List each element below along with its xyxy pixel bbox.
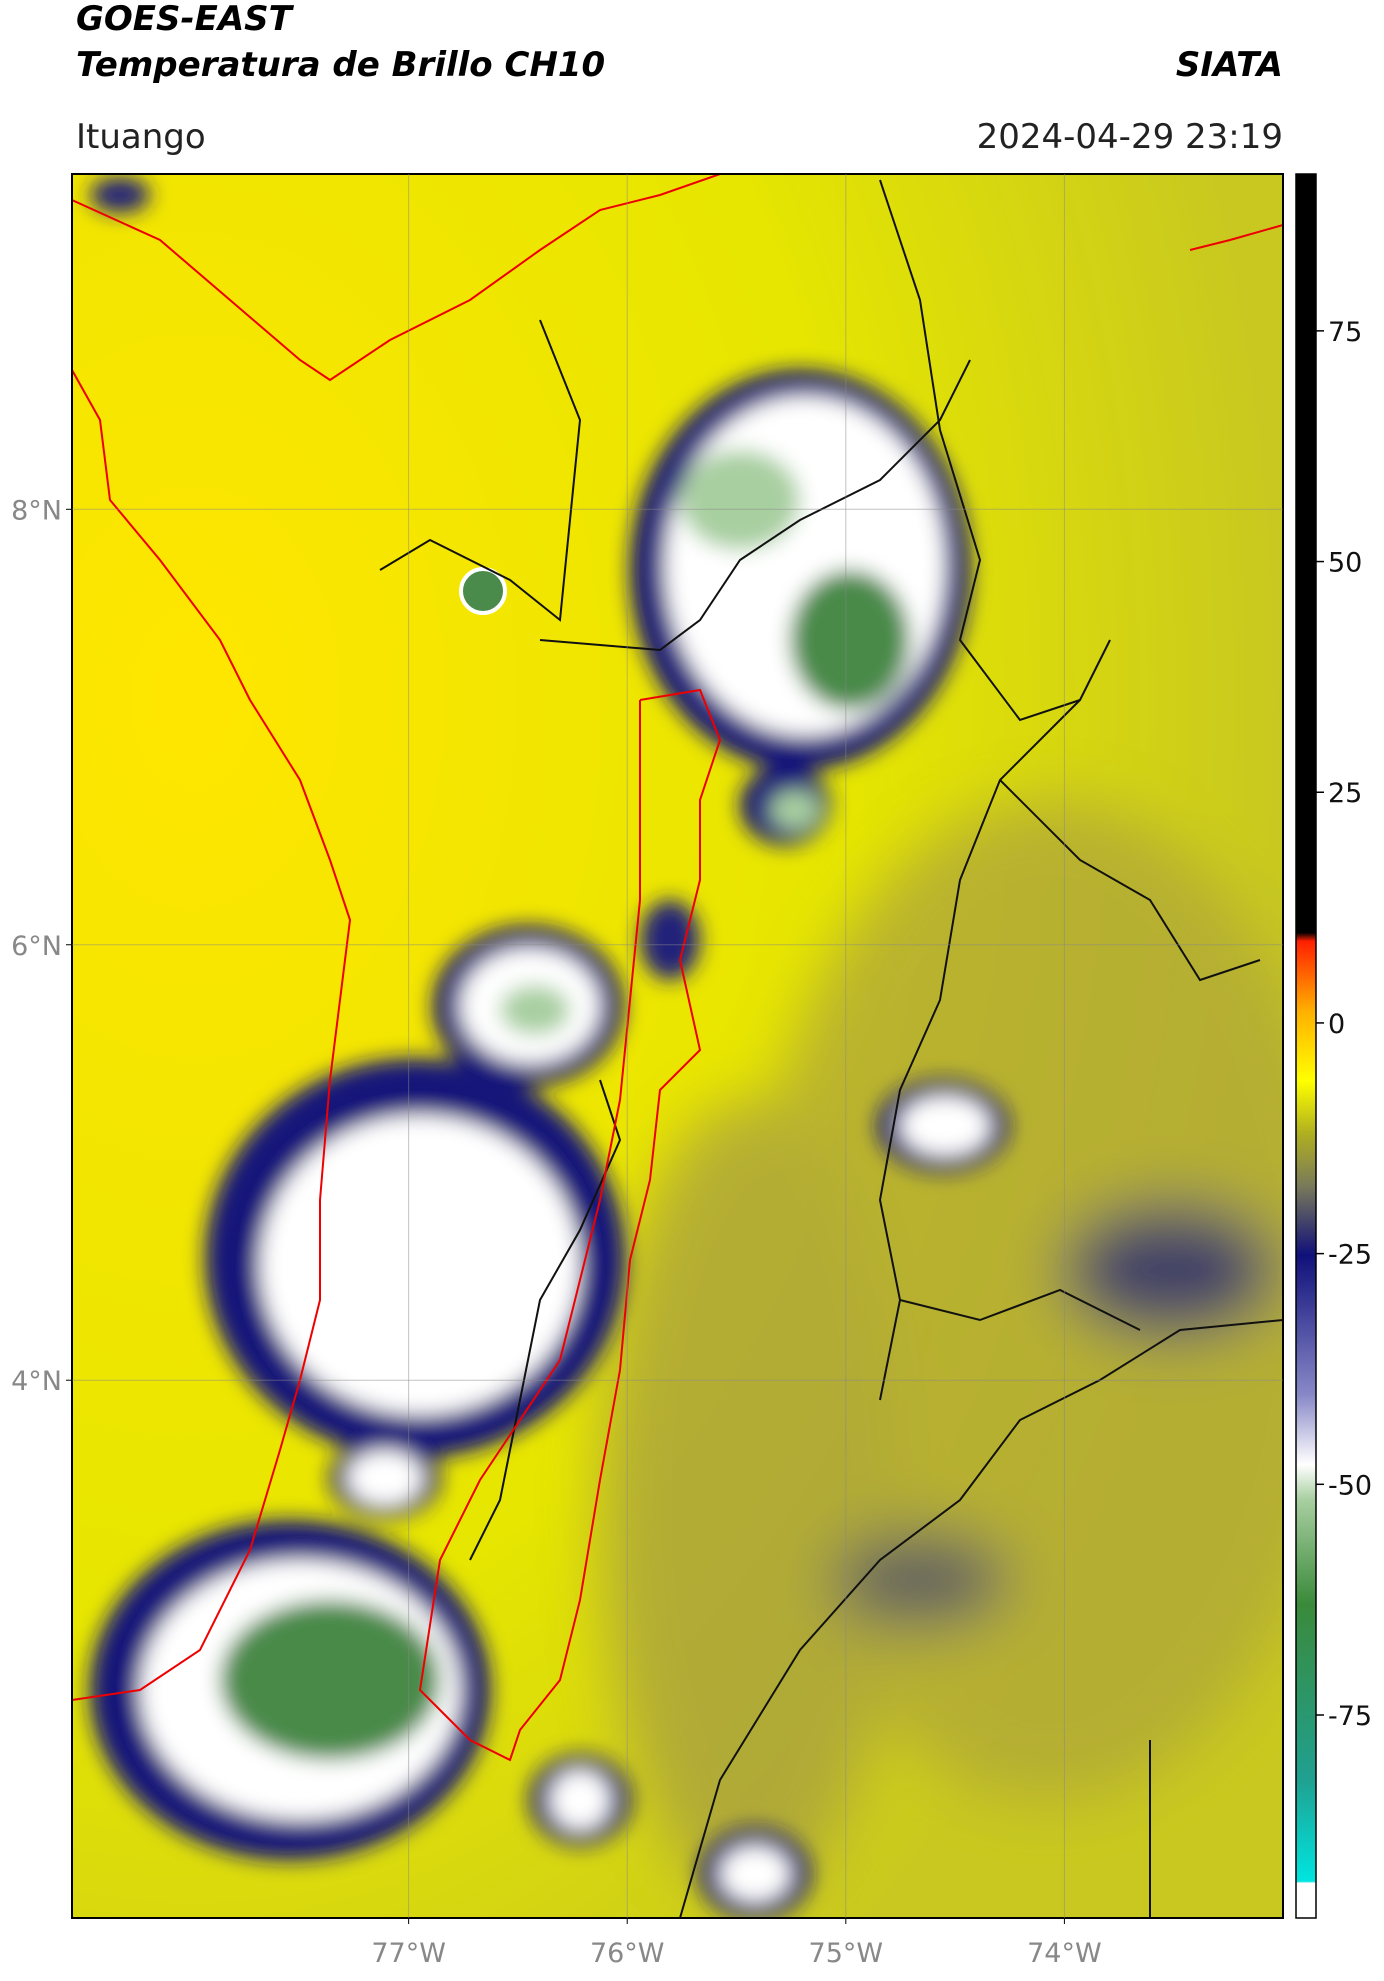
colorbar xyxy=(1295,173,1317,1919)
brand: SIATA xyxy=(1176,45,1283,85)
x-tick-label: 74°W xyxy=(1027,1938,1102,1969)
colorbar-tick-label: -75 xyxy=(1328,1701,1372,1732)
map-frame xyxy=(71,173,1284,1919)
colorbar-tick-label: 0 xyxy=(1328,1009,1345,1040)
x-tick-label: 77°W xyxy=(371,1938,446,1969)
satellite-image xyxy=(72,174,1283,1918)
colorbar-tick-label: 75 xyxy=(1328,317,1362,348)
x-tick-label: 76°W xyxy=(590,1938,665,1969)
y-tick-label: 4°N xyxy=(11,1366,62,1397)
colorbar-tick-label: 50 xyxy=(1328,548,1362,579)
colorbar-tick-label: 25 xyxy=(1328,778,1362,809)
subtitle: Temperatura de Brillo CH10 xyxy=(76,45,605,85)
title: GOES-EAST xyxy=(76,0,295,39)
colorbar-tick-label: -50 xyxy=(1328,1470,1372,1501)
colorbar-tick-label: -25 xyxy=(1328,1240,1372,1271)
y-tick-label: 6°N xyxy=(11,931,62,962)
y-tick-label: 8°N xyxy=(11,495,62,526)
x-tick-label: 75°W xyxy=(809,1938,884,1969)
boundaries xyxy=(379,179,1283,1918)
location: Ituango xyxy=(76,117,206,157)
datetime: 2024-04-29 23:19 xyxy=(977,117,1283,157)
borders xyxy=(72,174,1283,1762)
